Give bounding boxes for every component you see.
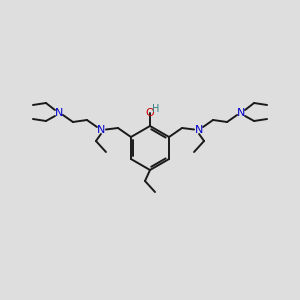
Text: N: N (55, 108, 63, 118)
Text: N: N (195, 125, 203, 135)
Text: N: N (97, 125, 105, 135)
Text: O: O (146, 108, 154, 118)
Text: H: H (152, 104, 160, 114)
Text: N: N (237, 108, 245, 118)
